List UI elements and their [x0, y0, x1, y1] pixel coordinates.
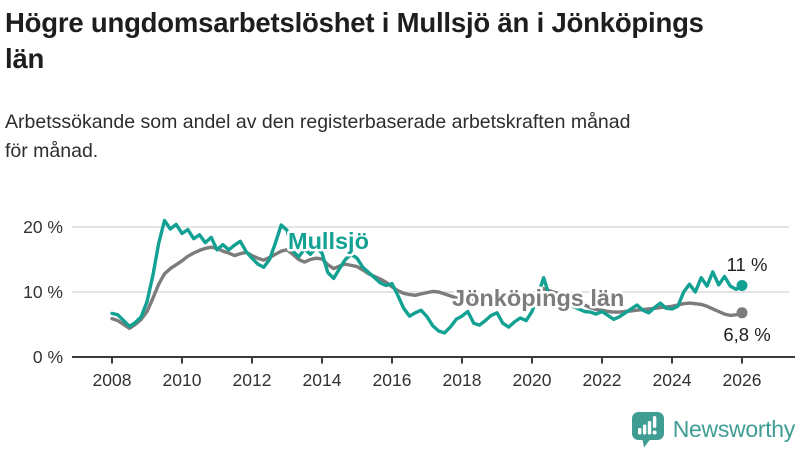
- chart-title-line1: Högre ungdomsarbetslöshet i Mullsjö än i…: [5, 7, 704, 38]
- series-end-dot: [736, 307, 748, 319]
- y-tick-label-20: 20 %: [23, 217, 63, 237]
- y-tick-label-0: 0 %: [33, 347, 63, 367]
- y-tick-label-10: 10 %: [23, 282, 63, 302]
- series-end-dot: [736, 280, 748, 291]
- x-tick-label: 2008: [93, 370, 132, 390]
- x-axis-ticks: 2008 2010 2012 2014 2016 2018 2020 2022 2024 2026: [93, 357, 762, 390]
- x-tick-label: 2024: [653, 370, 692, 390]
- chart-subtitle: Arbetssökande som andel av den registerb…: [5, 108, 630, 166]
- x-tick-label: 2022: [583, 370, 622, 390]
- chart-title-line2: län: [5, 43, 45, 74]
- newsworthy-logo: Newsworthy: [631, 411, 795, 448]
- series-label-mullsjo: Mullsjö: [288, 228, 369, 254]
- newsworthy-wordmark: Newsworthy: [672, 416, 796, 442]
- x-tick-label: 2020: [513, 370, 552, 390]
- series-line: [110, 218, 744, 335]
- series-label-jonkopings-lan: Jönköpings län: [452, 285, 624, 311]
- x-tick-label: 2010: [163, 370, 202, 390]
- chart-title: Högre ungdomsarbetslöshet i Mullsjö än i…: [5, 5, 704, 77]
- x-tick-label: 2026: [723, 370, 762, 390]
- x-tick-label: 2014: [303, 370, 342, 390]
- newsworthy-logo-icon: [631, 412, 664, 448]
- series-lines: [110, 218, 748, 335]
- x-tick-label: 2018: [443, 370, 482, 390]
- chart-subtitle-line2: för månad.: [5, 140, 99, 162]
- chart-subtitle-line1: Arbetssökande som andel av den registerb…: [5, 111, 631, 133]
- x-tick-label: 2012: [233, 370, 272, 390]
- end-label-mullsjo: 11 %: [727, 254, 768, 275]
- x-tick-label: 2016: [373, 370, 412, 390]
- end-label-jonkopings-lan: 6,8 %: [723, 324, 770, 345]
